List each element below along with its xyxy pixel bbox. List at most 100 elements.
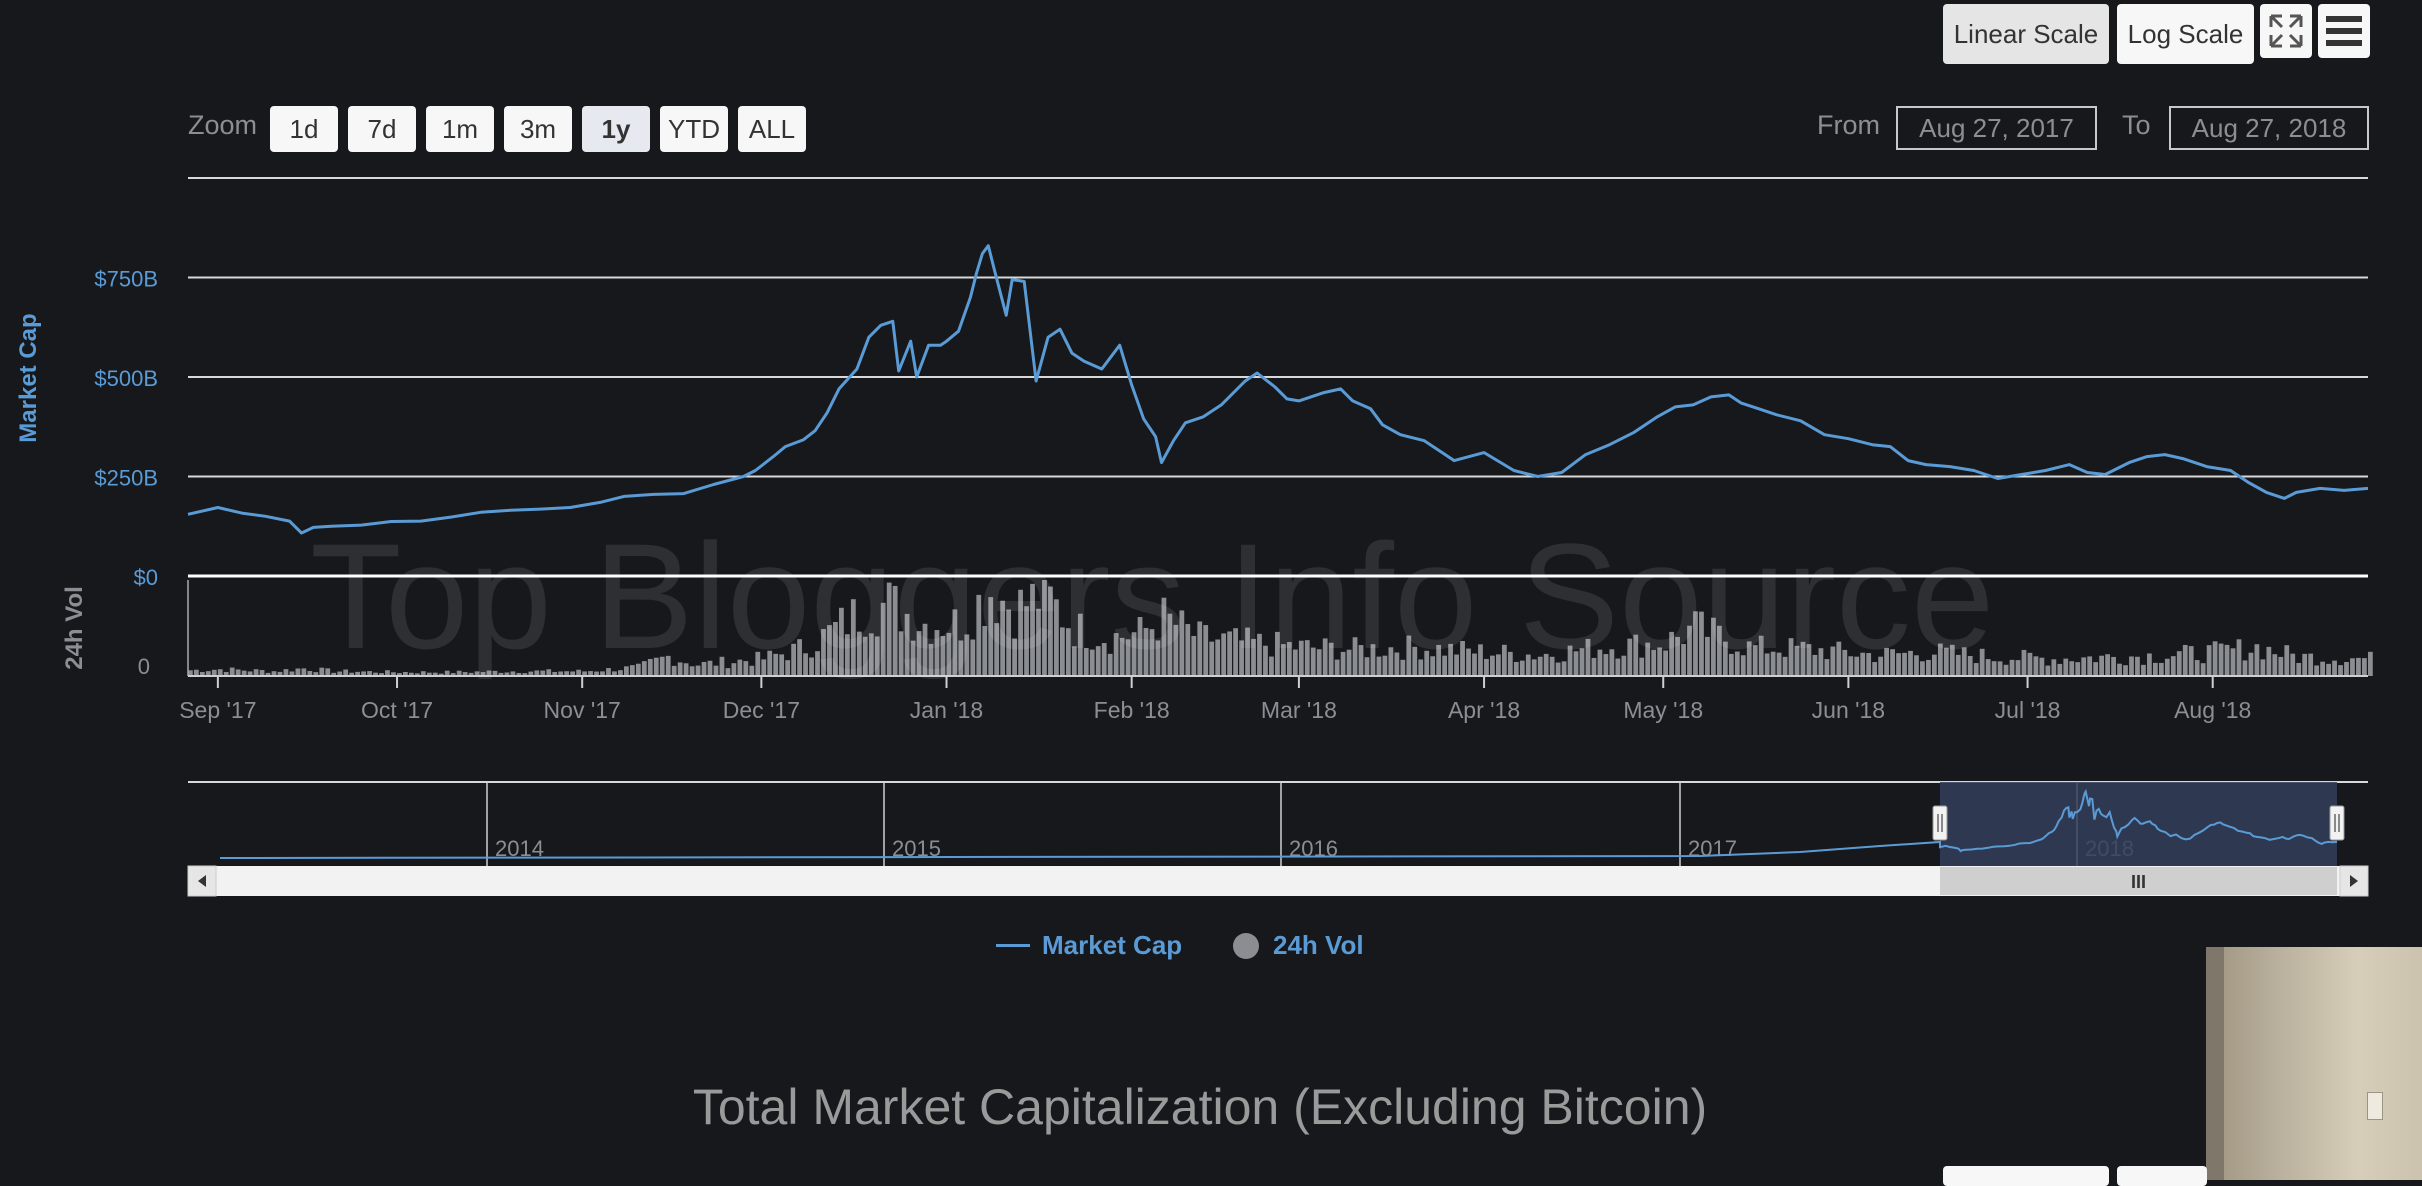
volume-bar <box>1370 644 1376 676</box>
volume-bar <box>408 672 414 676</box>
volume-bar <box>1298 640 1304 676</box>
volume-bar <box>1478 644 1483 676</box>
zoom-1y-button[interactable]: 1y <box>582 106 650 152</box>
volume-bar <box>564 671 570 676</box>
volume-bar <box>1346 649 1352 676</box>
from-date-input[interactable]: Aug 27, 2017 <box>1896 106 2097 150</box>
volume-bar <box>1239 640 1244 676</box>
fullscreen-button[interactable] <box>2260 4 2312 58</box>
volume-bar <box>1800 641 1806 676</box>
volume-tick-label: 0 <box>138 654 150 679</box>
volume-bar <box>827 625 832 676</box>
volume-bar <box>2045 665 2051 676</box>
volume-bar <box>797 639 802 676</box>
volume-bar <box>635 663 641 676</box>
volume-bar <box>1460 641 1465 676</box>
x-tick-label: Mar '18 <box>1261 697 1337 723</box>
volume-bar <box>2314 665 2320 676</box>
volume-bar <box>2147 653 2152 676</box>
volume-bar <box>701 661 707 676</box>
volume-bar <box>1657 647 1663 676</box>
volume-bar <box>1484 658 1489 676</box>
scrollbar-grip: III <box>2131 872 2146 892</box>
volume-bar <box>420 671 426 676</box>
volume-bar <box>1728 653 1734 676</box>
volume-bar <box>1555 662 1561 676</box>
volume-bar <box>1442 655 1448 676</box>
volume-bar <box>2242 660 2248 676</box>
volume-bar <box>1197 621 1203 676</box>
volume-bar <box>1095 646 1101 676</box>
y-tick-label: $500B <box>94 366 158 391</box>
volume-bar <box>594 671 599 676</box>
volume-bar <box>2057 663 2063 676</box>
volume-bar <box>1603 654 1609 676</box>
volume-bar <box>1806 644 1812 676</box>
volume-bar <box>1997 661 2003 676</box>
volume-bar <box>2170 656 2176 676</box>
volume-bar <box>2338 665 2343 676</box>
scroll-left-arrow-icon <box>198 875 206 887</box>
volume-bar <box>785 660 791 676</box>
zoom-ytd-button[interactable]: YTD <box>660 106 728 152</box>
navigator-handle <box>2329 805 2345 841</box>
legend-market-cap[interactable]: Market Cap <box>996 930 1182 961</box>
volume-bar <box>1794 645 1800 676</box>
volume-bar <box>1878 656 1884 676</box>
volume-bar <box>1513 661 1519 676</box>
menu-button[interactable] <box>2318 4 2370 58</box>
volume-bar <box>558 671 564 676</box>
volume-bar <box>2158 662 2164 676</box>
volume-bar <box>815 651 820 676</box>
zoom-all-button[interactable]: ALL <box>738 106 806 152</box>
volume-bar <box>2194 660 2200 676</box>
zoom-1d-button[interactable]: 1d <box>270 106 338 152</box>
zoom-1m-button[interactable]: 1m <box>426 106 494 152</box>
volume-bar <box>683 663 689 676</box>
volume-bar <box>2021 649 2027 676</box>
volume-bar <box>2188 646 2194 676</box>
volume-bar <box>361 671 366 676</box>
volume-bar <box>1967 655 1973 676</box>
volume-bar <box>1633 634 1639 676</box>
volume-bar <box>1926 659 1931 676</box>
legend-line-symbol <box>996 944 1030 947</box>
legend-volume[interactable]: 24h Vol <box>1233 930 1364 961</box>
legend-volume-label: 24h Vol <box>1273 930 1364 960</box>
volume-bar <box>546 669 552 676</box>
zoom-7d-button[interactable]: 7d <box>348 106 416 152</box>
volume-bar <box>283 669 289 676</box>
volume-bar <box>1496 654 1501 676</box>
volume-bar <box>1597 649 1603 676</box>
volume-bar <box>1531 659 1537 676</box>
volume-bar <box>1645 642 1651 676</box>
volume-bar <box>2290 653 2296 676</box>
to-date-input[interactable]: Aug 27, 2018 <box>2169 106 2369 150</box>
volume-bar <box>456 670 462 676</box>
bottom-log-scale-button-partial[interactable] <box>2117 1166 2207 1186</box>
volume-bar <box>1842 649 1848 676</box>
volume-bar <box>516 672 522 676</box>
volume-bar <box>719 656 725 676</box>
legend-circle-symbol <box>1233 932 1259 959</box>
bottom-linear-scale-button-partial[interactable] <box>1943 1166 2109 1186</box>
volume-bar <box>1561 661 1567 676</box>
webcam-door-edge <box>2206 947 2224 1180</box>
volume-bar <box>773 653 779 676</box>
log-scale-button[interactable]: Log Scale <box>2117 4 2254 64</box>
volume-bar <box>1257 633 1262 676</box>
volume-bar <box>1920 661 1925 676</box>
volume-bar <box>307 670 313 676</box>
linear-scale-button[interactable]: Linear Scale <box>1943 4 2109 64</box>
navigator-selection <box>1940 782 2337 866</box>
volume-bar <box>2266 646 2272 676</box>
volume-bar <box>2350 658 2355 676</box>
volume-bar <box>1687 625 1692 676</box>
volume-bar <box>229 667 235 676</box>
volume-bar <box>301 668 307 676</box>
volume-bar <box>504 672 510 676</box>
volume-bar <box>1167 613 1173 676</box>
volume-bar <box>1155 640 1161 676</box>
volume-bar <box>289 671 295 676</box>
zoom-3m-button[interactable]: 3m <box>504 106 572 152</box>
